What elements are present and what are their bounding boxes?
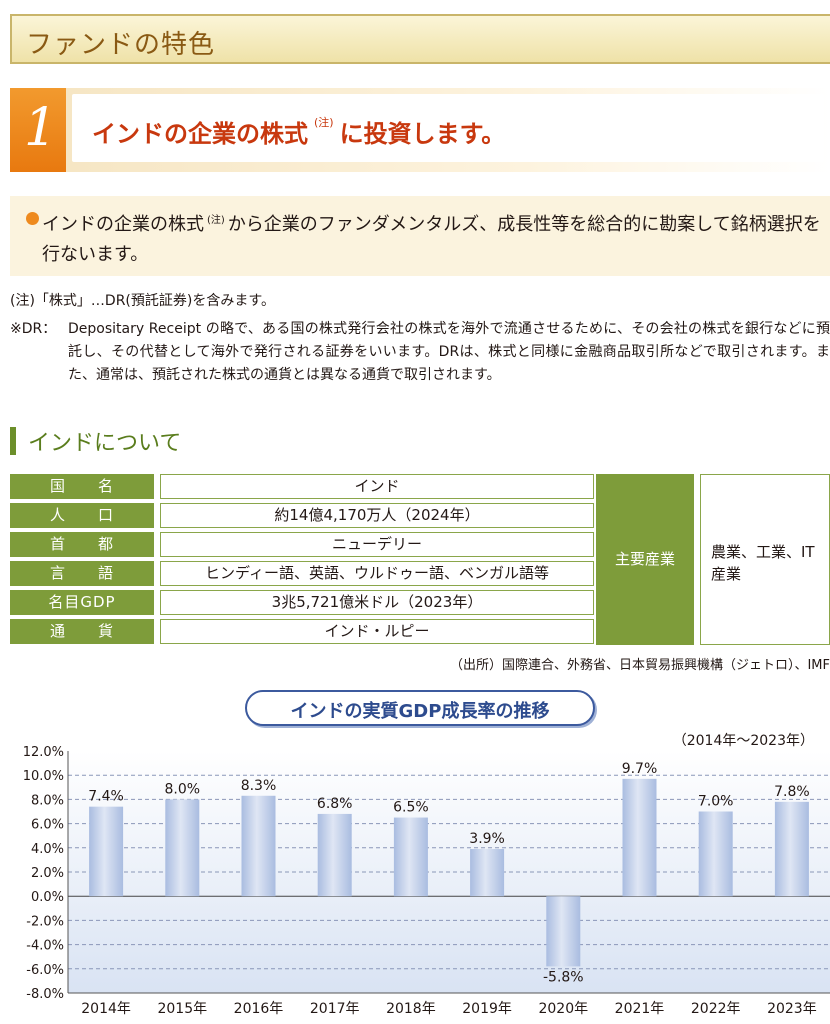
data-label: 7.4%: [88, 789, 124, 805]
section-title-text: インドについて: [28, 431, 182, 456]
highlight-note: (注): [207, 215, 225, 226]
y-tick-label: 2.0%: [31, 866, 64, 881]
info-label: 国 名: [10, 474, 154, 499]
bar: [698, 811, 733, 897]
highlight-pre: インドの企業の株式: [42, 214, 204, 235]
feature-title: インドの企業の株式 (注) に投資します。: [92, 114, 505, 149]
data-label: 8.3%: [241, 778, 277, 794]
chart-range: （2014年～2023年）: [672, 733, 814, 749]
y-tick-label: 10.0%: [23, 769, 64, 784]
chart-title-pill: インドの実質GDP成長率の推移: [245, 690, 595, 726]
bar: [622, 778, 657, 897]
industry-label: 主要産業: [596, 474, 694, 645]
page-header: ファンドの特色: [10, 14, 830, 64]
y-tick-label: 4.0%: [31, 842, 64, 857]
feature-title-post: に投資します。: [339, 120, 506, 148]
data-label: 3.9%: [469, 831, 505, 847]
highlight-box: インドの企業の株式 (注) から企業のファンダメンタルズ、成長性等を総合的に勘案して…: [10, 196, 830, 276]
x-tick-label: 2014年: [81, 1001, 131, 1017]
data-label: 6.8%: [317, 796, 353, 812]
data-label: 6.5%: [393, 800, 429, 816]
info-value: インド: [160, 474, 594, 499]
x-tick-label: 2020年: [538, 1001, 588, 1017]
y-tick-label: -4.0%: [26, 939, 64, 954]
x-tick-label: 2016年: [234, 1001, 284, 1017]
bar: [317, 813, 352, 897]
feature-banner: 1 インドの企業の株式 (注) に投資します。: [10, 88, 830, 172]
info-row-gdp: 名目GDP 3兆5,721億米ドル（2023年）: [10, 590, 600, 615]
feature-title-pre: インドの企業の株式: [92, 120, 308, 148]
y-tick-label: 8.0%: [31, 793, 64, 808]
info-row-language: 言 語 ヒンディー語、英語、ウルドゥー語、ベンガル語等: [10, 561, 600, 586]
y-tick-label: -6.0%: [26, 963, 64, 978]
feature-number-tab: 1: [10, 88, 66, 172]
data-label: -5.8%: [543, 969, 584, 985]
industry-value: 農業、工業、IT産業: [700, 474, 830, 645]
feature-title-note: (注): [314, 116, 334, 129]
info-value: インド・ルピー: [160, 619, 594, 644]
info-row-capital: 首 都 ニューデリー: [10, 532, 600, 557]
bullet-icon: [26, 212, 39, 225]
highlight-text: インドの企業の株式 (注) から企業のファンダメンタルズ、成長性等を総合的に勘案して…: [42, 206, 822, 270]
info-row-currency: 通 貨 インド・ルピー: [10, 619, 600, 644]
note-dr-body: Depositary Receipt の略で、ある国の株式発行会社の株式を海外で…: [68, 321, 830, 383]
y-tick-label: -2.0%: [26, 914, 64, 929]
y-tick-label: -8.0%: [26, 987, 64, 1002]
info-label: 名目GDP: [10, 590, 154, 615]
bar: [241, 795, 276, 897]
bar: [546, 896, 581, 967]
info-label: 言 語: [10, 561, 154, 586]
bar: [393, 817, 428, 897]
info-value: 約14億4,170万人（2024年）: [160, 503, 594, 528]
gdp-growth-chart: 12.0% 10.0% 8.0% 6.0% 4.0% 2.0% 0.0% -2.0% -4.0%…: [23, 745, 830, 1017]
x-tick-label: 2018年: [386, 1001, 436, 1017]
info-label: 人 口: [10, 503, 154, 528]
x-tick-label: 2022年: [691, 1001, 741, 1017]
info-value: ニューデリー: [160, 532, 594, 557]
x-tick-label: 2023年: [767, 1001, 817, 1017]
section-bar: [10, 427, 16, 455]
info-value: 3兆5,721億米ドル（2023年）: [160, 590, 594, 615]
feature-inner: インドの企業の株式 (注) に投資します。: [72, 94, 824, 162]
data-label: 7.8%: [774, 784, 810, 800]
info-label: 通 貨: [10, 619, 154, 644]
source-note: （出所）国際連合、外務省、日本貿易振興機構（ジェトロ）、IMF: [449, 658, 830, 673]
bar: [89, 806, 124, 897]
y-tick-label: 12.0%: [23, 745, 64, 760]
info-row-population: 人 口 約14億4,170万人（2024年）: [10, 503, 600, 528]
info-label: 首 都: [10, 532, 154, 557]
x-tick-label: 2015年: [157, 1001, 207, 1017]
x-tick-label: 2017年: [310, 1001, 360, 1017]
info-row-country: 国 名 インド: [10, 474, 600, 499]
bar: [470, 849, 505, 897]
feature-box: インドの企業の株式 (注) に投資します。: [66, 88, 830, 172]
highlight-post: から企業のファンダメンタルズ、成長性等を総合的に勘案して銘柄選択を行ないます。: [42, 214, 821, 265]
x-tick-label: 2021年: [615, 1001, 665, 1017]
y-tick-label: 6.0%: [31, 818, 64, 833]
feature-number: 1: [24, 98, 58, 158]
x-tick-label: 2019年: [462, 1001, 512, 1017]
y-tick-label: 0.0%: [31, 890, 64, 905]
page-title: ファンドの特色: [26, 30, 216, 60]
note-dr-label: ※DR：: [10, 321, 57, 337]
data-label: 8.0%: [165, 781, 201, 797]
bar: [165, 799, 200, 897]
industry-value-text: 農業、工業、IT産業: [711, 543, 815, 583]
bar: [774, 801, 809, 897]
chart-title: インドの実質GDP成長率の推移: [290, 701, 550, 722]
data-label: 9.7%: [622, 761, 658, 777]
data-label: 7.0%: [698, 794, 734, 810]
note-stock-definition: (注)「株式」…DR(預託証券)を含みます。: [10, 293, 275, 309]
info-value: ヒンディー語、英語、ウルドゥー語、ベンガル語等: [160, 561, 594, 586]
